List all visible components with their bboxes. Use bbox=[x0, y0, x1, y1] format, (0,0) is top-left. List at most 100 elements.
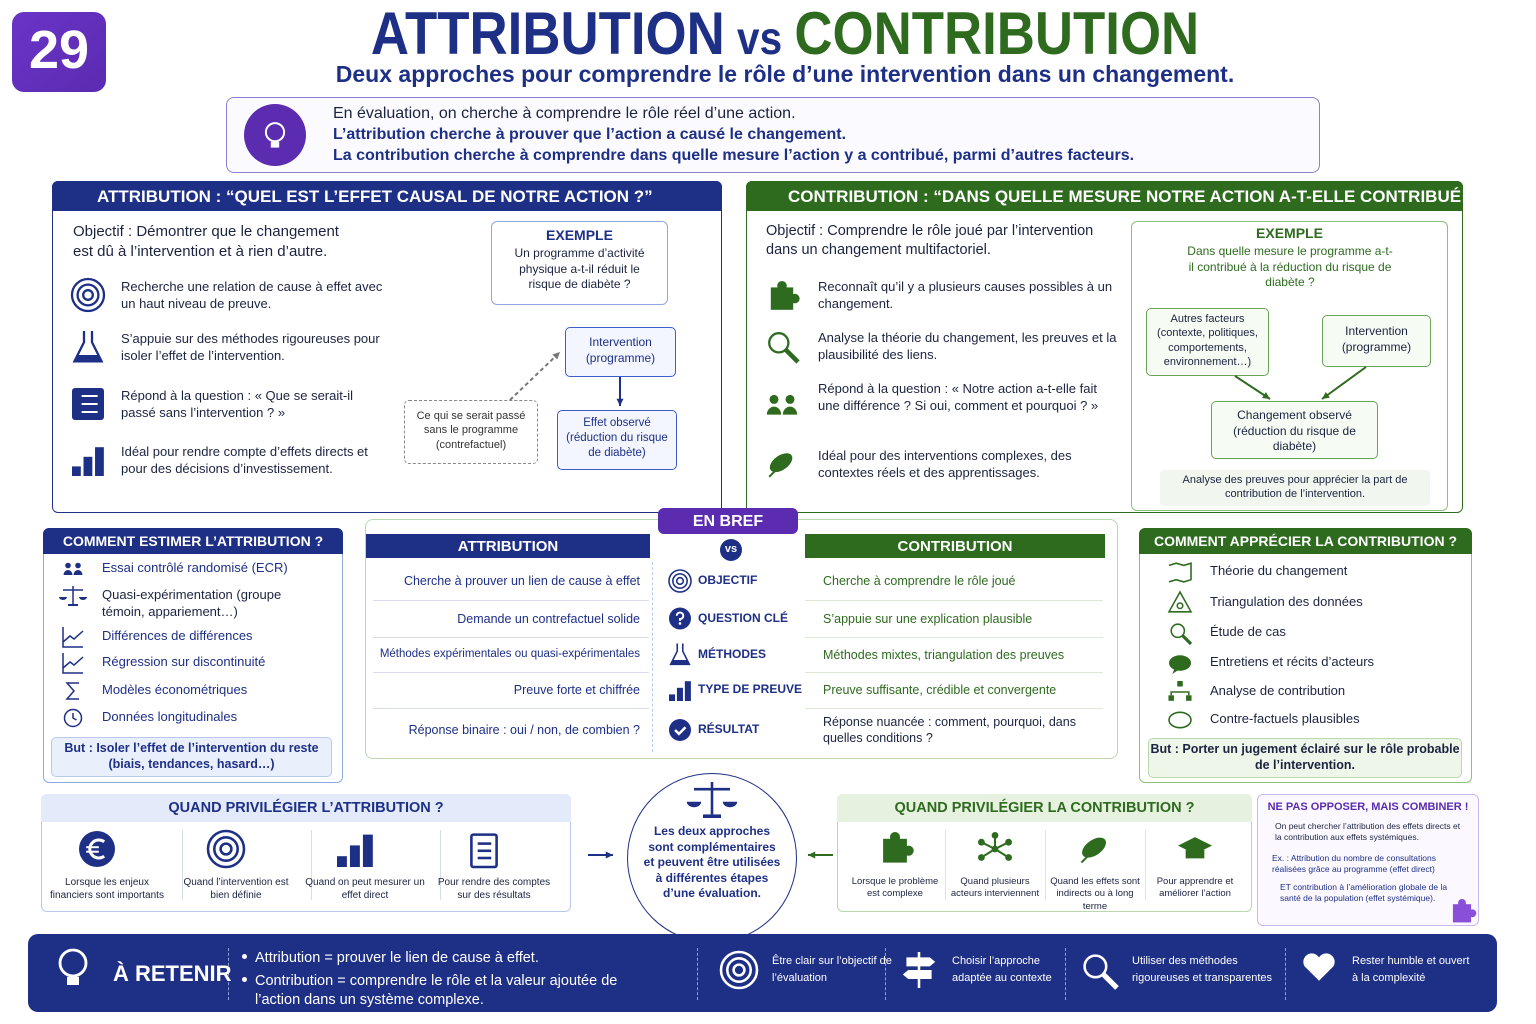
icon-leaf bbox=[769, 453, 793, 473]
point: Reconnaît qu’il y a plusieurs causes pos… bbox=[818, 279, 1113, 311]
icon-people bbox=[75, 562, 81, 569]
row-divider bbox=[373, 708, 649, 709]
diagram-node bbox=[404, 400, 538, 464]
title-part: ATTRIBUTION bbox=[370, 0, 725, 67]
icon-check bbox=[674, 726, 687, 736]
objective: Objectif : Comprendre le rôle joué par l… bbox=[766, 223, 1094, 258]
summary-cell: Réponse binaire : oui / non, de combien … bbox=[408, 723, 640, 737]
icon-target bbox=[70, 277, 106, 313]
methods-header bbox=[43, 528, 343, 554]
icon-chart bbox=[62, 653, 83, 674]
when-item: Lorsque les enjeux financiers sont impor… bbox=[50, 877, 164, 901]
when-item: Quand plusieurs acteurs interviennent bbox=[950, 876, 1040, 900]
icon-dot bbox=[675, 611, 685, 621]
objective: Objectif : Démontrer que le changement e… bbox=[73, 223, 339, 260]
contribution-header bbox=[746, 181, 1463, 211]
icon-target bbox=[206, 829, 246, 869]
takeaway-point: Attribution = prouver le lien de cause à… bbox=[255, 949, 675, 968]
column-header: CONTRIBUTION bbox=[897, 538, 1013, 555]
icon-puzzle bbox=[889, 832, 901, 843]
row-divider bbox=[373, 600, 649, 601]
icon-net bbox=[1005, 854, 1012, 861]
icon-target bbox=[732, 963, 746, 977]
icon-target bbox=[726, 957, 752, 983]
icon-net bbox=[978, 838, 985, 846]
arrow-head bbox=[616, 398, 624, 406]
column-divider bbox=[945, 830, 946, 900]
summary-cell: Cherche à comprendre le rôle joué bbox=[823, 574, 1016, 588]
method-item: Triangulation des données bbox=[1210, 594, 1363, 609]
column-divider bbox=[1145, 830, 1146, 900]
icon-dot bbox=[678, 622, 682, 625]
icon-target bbox=[675, 576, 685, 586]
summary-cell: Méthodes mixtes, triangulation des preuv… bbox=[823, 647, 1065, 662]
when-header bbox=[837, 794, 1252, 822]
takeaway-tip: Rester humble et ouvert à la complexité bbox=[1352, 955, 1470, 985]
icon-org bbox=[1170, 691, 1190, 696]
icon-net bbox=[978, 854, 985, 861]
diagram-label: Effet observé (réduction du risque de di… bbox=[566, 417, 668, 459]
criterion: RÉSULTAT bbox=[698, 722, 760, 736]
icon-search bbox=[1083, 954, 1108, 979]
icon-puzzle bbox=[903, 845, 914, 856]
icon-sign bbox=[902, 970, 932, 979]
banner-divider bbox=[1065, 948, 1066, 1000]
icon-people bbox=[769, 394, 779, 404]
icon-check bbox=[669, 719, 691, 741]
summary-cell: Cherche à prouver un lien de cause à eff… bbox=[403, 574, 640, 588]
icon-target bbox=[719, 950, 759, 990]
arrow-head bbox=[552, 352, 560, 360]
column-divider bbox=[440, 830, 441, 900]
banner-divider bbox=[228, 948, 229, 1000]
icon-target bbox=[668, 569, 692, 593]
method-item: Différences de différences bbox=[102, 628, 253, 643]
column-divider bbox=[182, 830, 183, 900]
icon-net bbox=[1005, 838, 1012, 846]
icon-org bbox=[1177, 681, 1183, 687]
icon-puzzle bbox=[790, 293, 800, 304]
icon-flask bbox=[670, 660, 690, 665]
method-item: Étude de cas bbox=[1210, 624, 1286, 639]
icon-tri bbox=[1167, 590, 1193, 613]
point: S’appuie sur des méthodes rigoureuses po… bbox=[121, 331, 380, 363]
diagram-label: Autres facteurs (contexte, politiques, c… bbox=[1157, 313, 1258, 368]
arrow-line bbox=[509, 351, 561, 401]
when-item: Pour rendre des comptes sur des résultat… bbox=[437, 877, 551, 901]
icon-search bbox=[1181, 634, 1193, 646]
methods-header bbox=[1139, 528, 1472, 554]
column-header: ATTRIBUTION bbox=[457, 538, 559, 555]
point: Idéal pour rendre compte d’effets direct… bbox=[121, 444, 368, 476]
panel-title: ATTRIBUTION : “QUEL EST L’EFFET CAUSAL D… bbox=[97, 187, 653, 206]
icon-bars bbox=[676, 687, 683, 701]
icon-people bbox=[785, 394, 795, 404]
diagram-label: Ce qui se serait passé sans le programme… bbox=[416, 410, 526, 451]
point: Idéal pour des interventions complexes, … bbox=[818, 448, 1072, 480]
criterion: MÉTHODES bbox=[698, 646, 767, 661]
icon-puzzle bbox=[770, 287, 794, 310]
combine-title: NE PAS OPPOSER, MAIS COMBINER ! bbox=[1267, 801, 1469, 813]
note-box bbox=[1160, 470, 1430, 506]
diagram-node bbox=[1146, 308, 1269, 376]
intro-line: L’attribution cherche à prouver que l’ac… bbox=[333, 126, 847, 143]
icon-map bbox=[1168, 562, 1192, 583]
icon-people bbox=[73, 570, 83, 575]
method-item: Contre-factuels plausibles bbox=[1210, 711, 1360, 726]
banner-divider bbox=[885, 948, 886, 1000]
icon-bars bbox=[72, 466, 81, 476]
icon-chat bbox=[1172, 668, 1179, 674]
criterion: TYPE DE PREUVE bbox=[698, 682, 803, 696]
diagram-node bbox=[1211, 401, 1378, 459]
arrow-head bbox=[1322, 391, 1330, 399]
icon-clock bbox=[72, 713, 77, 721]
banner-divider bbox=[1285, 948, 1286, 1000]
method-item: Données longitudinales bbox=[102, 709, 238, 724]
title: ATTRIBUTION vs CONTRIBUTION bbox=[270, 0, 1300, 72]
icon-scale bbox=[722, 801, 738, 808]
icon-bars bbox=[362, 834, 373, 867]
criterion: QUESTION CLÉ bbox=[698, 610, 789, 625]
diagram-note: Analyse des preuves pour apprécier la pa… bbox=[1182, 474, 1408, 501]
icon-search bbox=[768, 332, 790, 354]
icon-people bbox=[63, 570, 73, 575]
diagram-label: Intervention (programme) bbox=[1341, 324, 1412, 354]
